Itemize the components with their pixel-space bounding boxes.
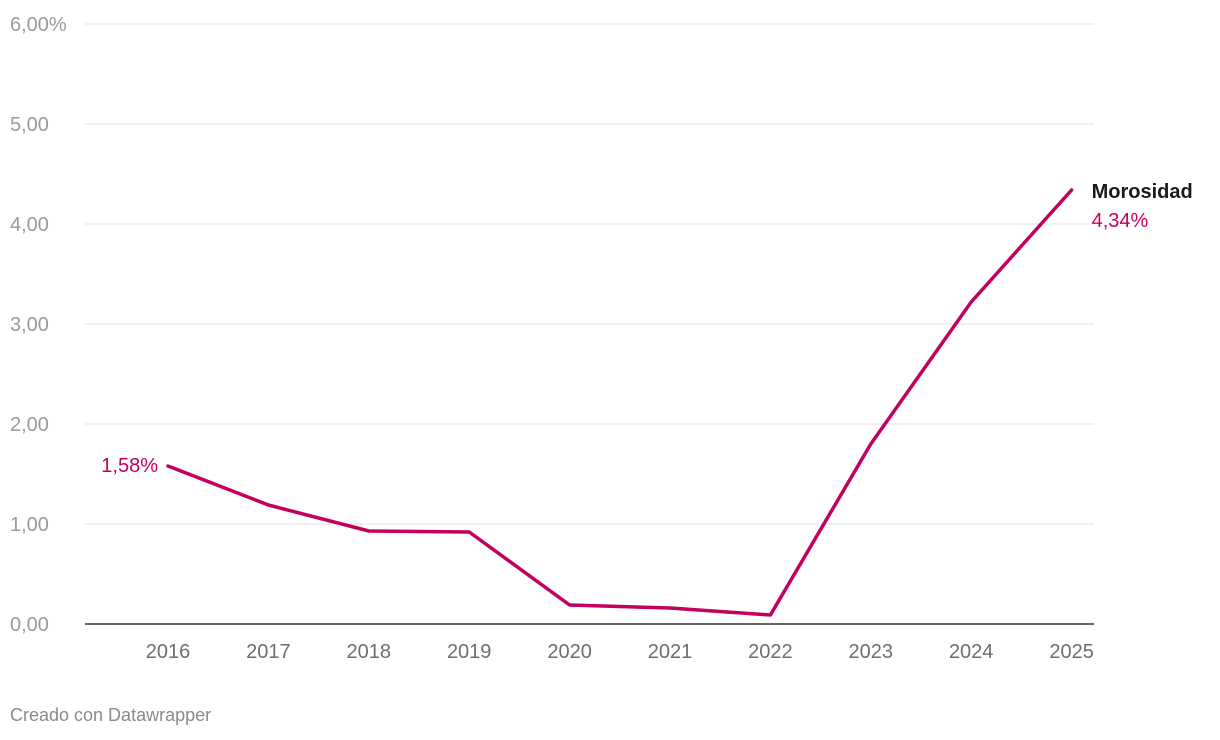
end-value-label: 4,34% — [1092, 210, 1149, 232]
y-tick-label: 6,00% — [10, 14, 67, 36]
x-tick-label: 2024 — [949, 641, 994, 663]
x-tick-label: 2018 — [347, 641, 392, 663]
x-tick-label: 2021 — [648, 641, 693, 663]
x-axis-ticks: 2016 2017 2018 2019 2020 2021 2022 2023 2024 2025 — [146, 641, 1094, 663]
x-tick-label: 2019 — [447, 641, 492, 663]
x-tick-label: 2022 — [748, 641, 793, 663]
series-name-label: Morosidad — [1092, 181, 1193, 203]
y-tick-label: 3,00 — [10, 314, 49, 336]
y-axis-ticks: 0,00 1,00 2,00 3,00 4,00 5,00 6,00% — [10, 14, 67, 636]
y-tick-label: 5,00 — [10, 114, 49, 136]
y-tick-label: 1,00 — [10, 514, 49, 536]
y-tick-label: 0,00 — [10, 614, 49, 636]
grid — [85, 23, 1094, 625]
series — [166, 188, 1074, 617]
y-tick-label: 2,00 — [10, 414, 49, 436]
x-tick-label: 2017 — [246, 641, 291, 663]
x-tick-label: 2020 — [547, 641, 592, 663]
series-line-morosidad — [166, 188, 1074, 617]
credit-text: Creado con Datawrapper — [10, 705, 212, 725]
x-tick-label: 2025 — [1049, 641, 1094, 663]
annotations: 1,58% Morosidad 4,34% — [101, 181, 1192, 477]
y-tick-label: 4,00 — [10, 214, 49, 236]
start-value-label: 1,58% — [101, 455, 158, 477]
x-tick-label: 2023 — [849, 641, 894, 663]
x-tick-label: 2016 — [146, 641, 191, 663]
